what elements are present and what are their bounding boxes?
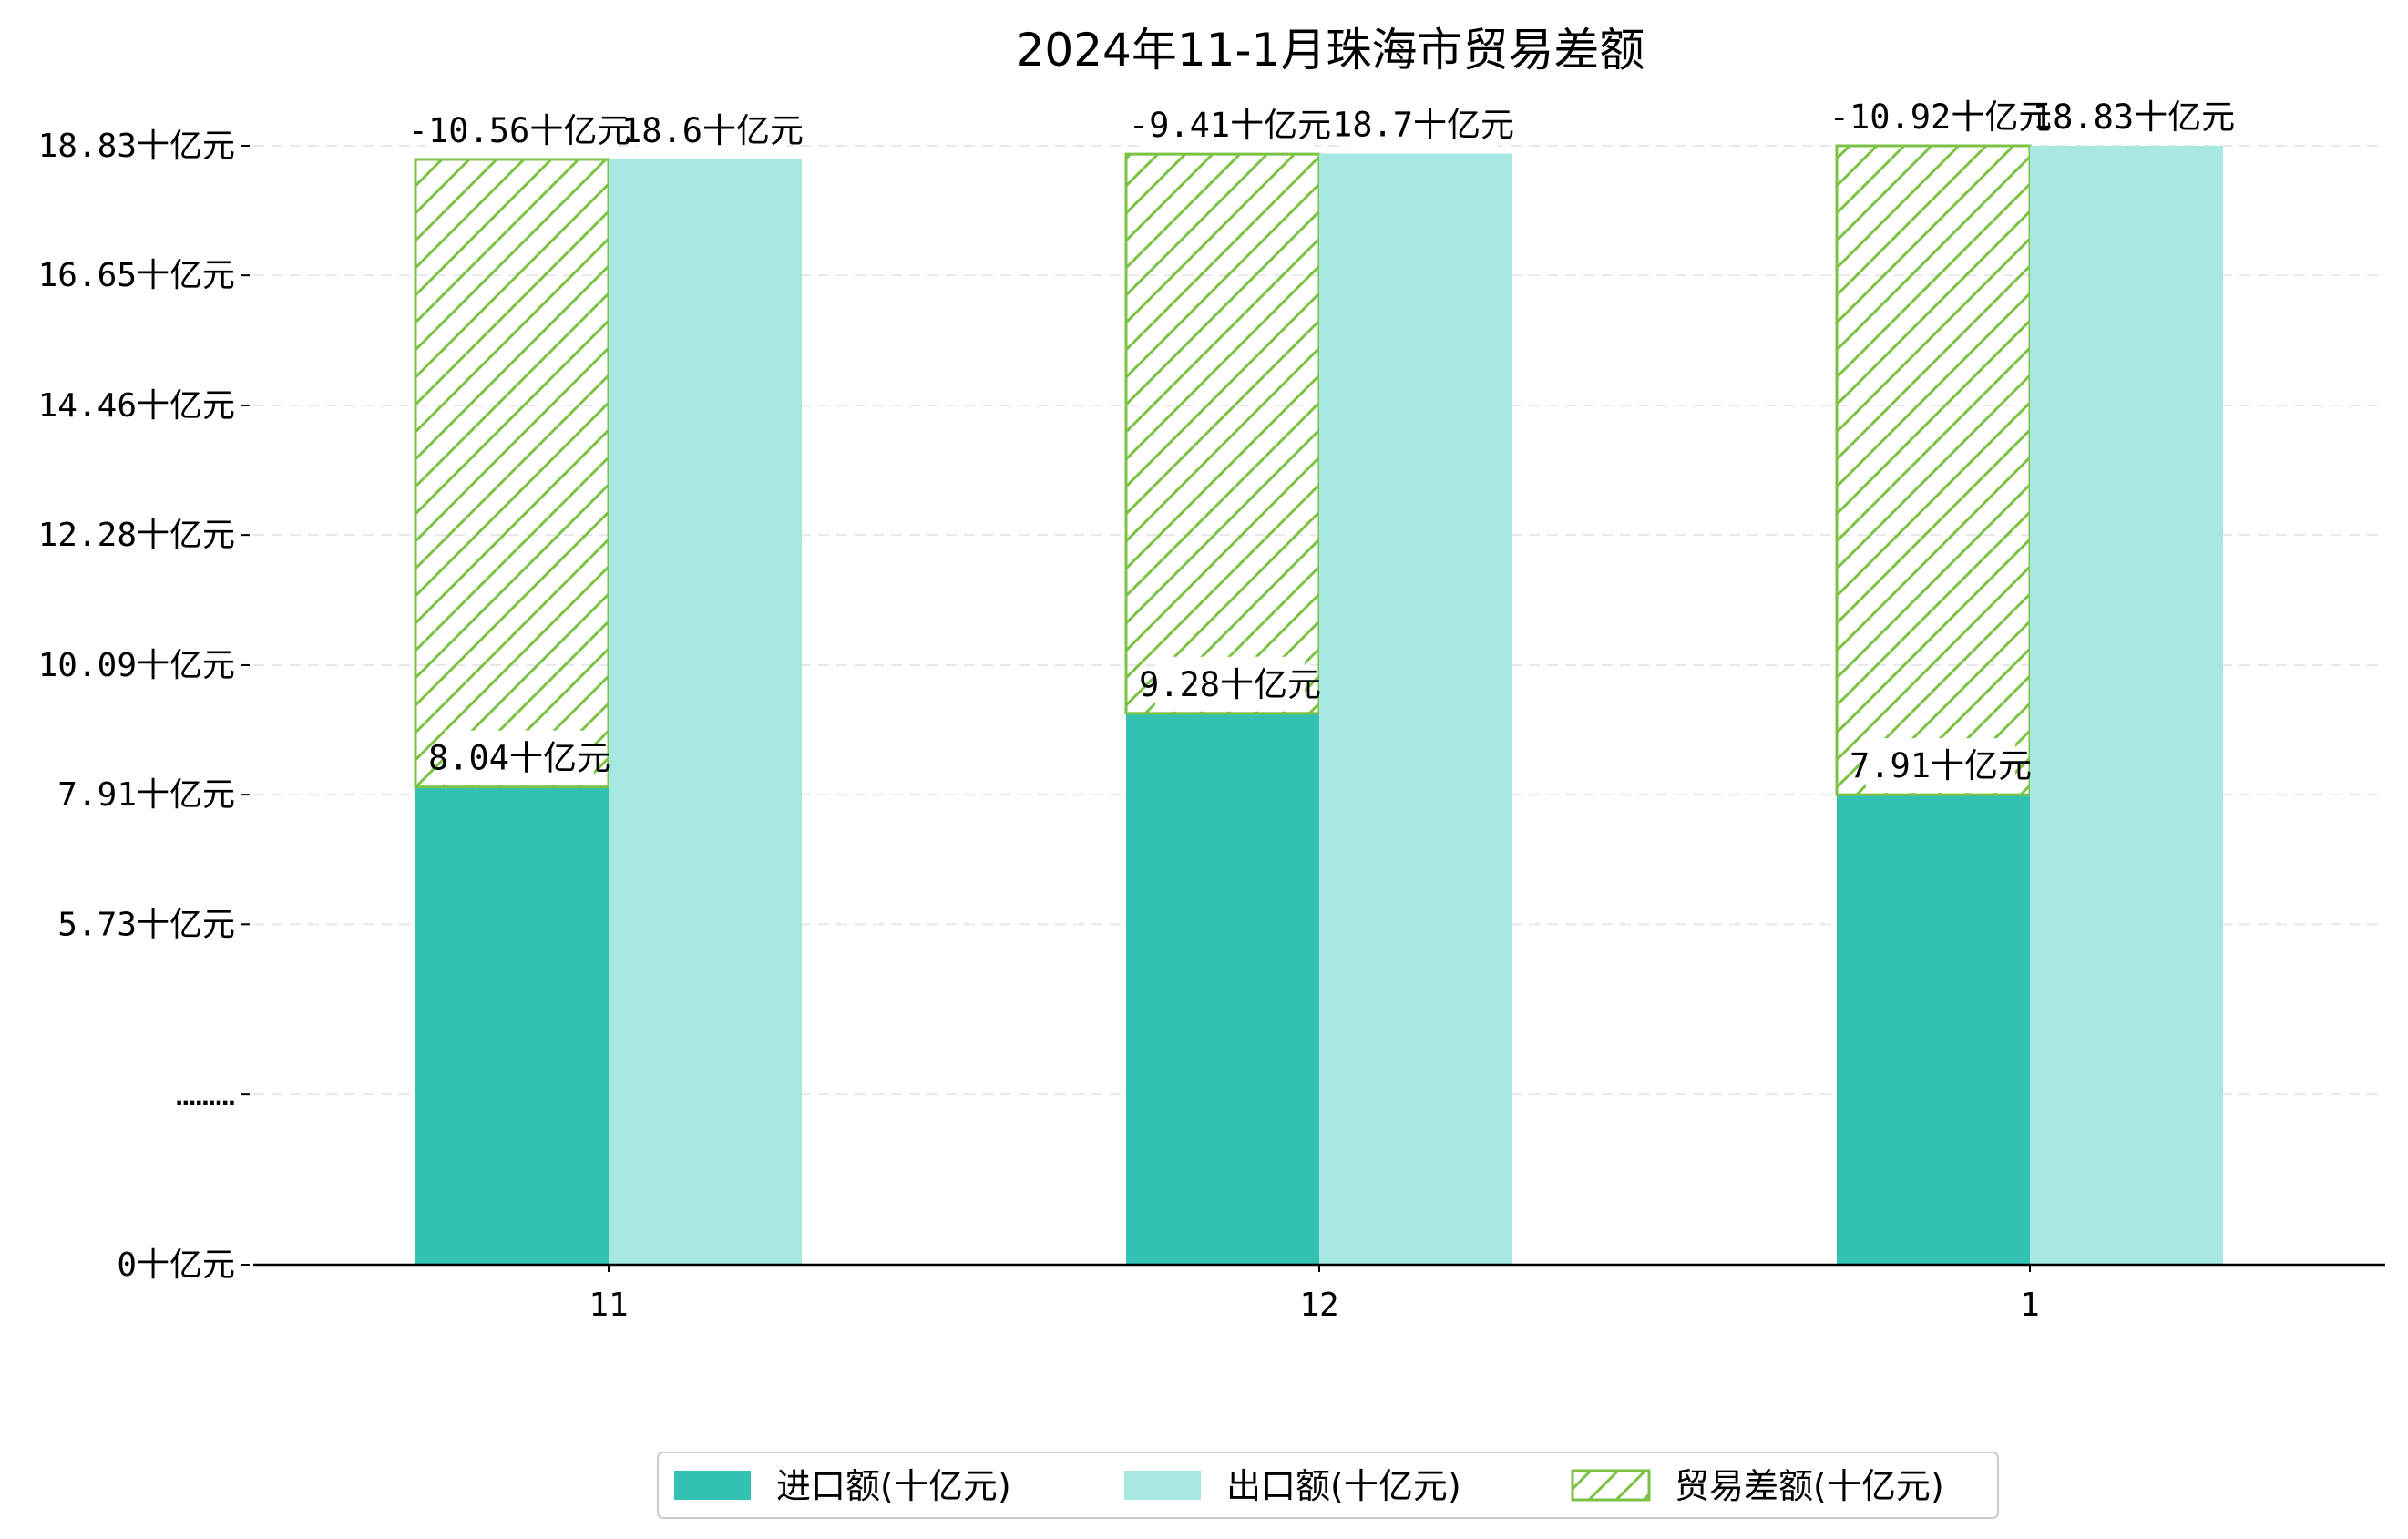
data-label-export-text: 18.7十亿元 <box>1332 105 1514 144</box>
data-label-import: 7.91十亿元 <box>1850 738 2032 794</box>
data-label-export-text: 18.83十亿元 <box>2033 97 2235 137</box>
x-tick-label: 12 <box>1299 1287 1338 1324</box>
data-label-import: 9.28十亿元 <box>1139 656 1321 712</box>
y-tick-label: 12.28十亿元 <box>38 517 235 554</box>
axes: 0十亿元 ……… 5.73十亿元 7.91十亿元 10.09十亿元 12.28十亿元 14.… <box>38 128 2385 1324</box>
legend: 进口额(十亿元) 出口额(十亿元) 贸易差额(十亿元) <box>657 1452 1999 1519</box>
y-tick-label: 10.09十亿元 <box>38 647 235 684</box>
data-label-trade-balance: -10.56十亿元 <box>408 102 631 158</box>
data-label-trade-balance: -9.41十亿元 <box>1129 97 1331 153</box>
y-tick-label: 7.91十亿元 <box>57 776 235 814</box>
data-label-export-text: 18.6十亿元 <box>621 111 804 150</box>
legend-label: 出口额(十亿元) <box>1226 1466 1461 1506</box>
legend-label: 进口额(十亿元) <box>776 1466 1011 1506</box>
data-label-import: 8.04十亿元 <box>428 730 610 785</box>
bar-import <box>1126 713 1319 1265</box>
y-axis-break-label: ……… <box>176 1076 235 1113</box>
bar-trade-balance <box>1835 144 2032 796</box>
legend-item: 贸易差额(十亿元) <box>1571 1466 1944 1506</box>
legend-swatch <box>674 1471 751 1500</box>
bar-export <box>1319 153 1512 1265</box>
legend-item: 进口额(十亿元) <box>674 1466 1011 1506</box>
data-label-trade-balance-bg <box>1848 89 2034 144</box>
y-tick-label: 5.73十亿元 <box>57 906 235 943</box>
legend-swatch <box>1571 1469 1651 1502</box>
data-label-import-bg <box>445 730 594 785</box>
data-label-export-bg <box>1348 97 1498 152</box>
chart-title: 2024年11-1月珠海市贸易差额 <box>1016 24 1645 77</box>
legend-label: 贸易差额(十亿元) <box>1675 1466 1944 1506</box>
x-tick-label: 11 <box>589 1287 628 1324</box>
bar-import <box>415 786 609 1265</box>
y-tick-label: 0十亿元 <box>117 1247 235 1284</box>
bar-export <box>609 159 802 1265</box>
data-label-export: 18.6十亿元 <box>621 102 804 158</box>
y-tick-label: 14.46十亿元 <box>38 387 235 425</box>
bar-import <box>1837 795 2030 1265</box>
data-label-export-bg <box>638 102 787 158</box>
bar-trade-balance <box>1124 152 1321 715</box>
bars <box>414 144 2223 1265</box>
data-label-import-text: 8.04十亿元 <box>428 739 610 778</box>
data-label-export: 18.83十亿元 <box>2033 89 2235 144</box>
data-label-import-bg <box>1866 738 2015 794</box>
data-label-export: 18.7十亿元 <box>1332 97 1514 152</box>
bar-export <box>2030 146 2223 1265</box>
data-label-trade-balance-text: -9.41十亿元 <box>1129 106 1331 145</box>
x-tick-label: 1 <box>2020 1287 2040 1324</box>
bar-trade-balance <box>414 158 610 789</box>
data-label-trade-balance-text: -10.56十亿元 <box>408 111 631 150</box>
legend-swatch <box>1124 1471 1201 1500</box>
legend-item: 出口额(十亿元) <box>1124 1466 1461 1506</box>
data-label-trade-balance-bg <box>1146 97 1314 153</box>
data-label-import-text: 7.91十亿元 <box>1850 746 2032 785</box>
y-tick-label: 18.83十亿元 <box>38 128 235 165</box>
data-label-import-bg <box>1155 656 1305 712</box>
data-label-trade-balance: -10.92十亿元 <box>1829 89 2053 144</box>
data-label-trade-balance-text: -10.92十亿元 <box>1829 97 2053 137</box>
data-label-import-text: 9.28十亿元 <box>1139 665 1321 704</box>
legend-box <box>657 1452 1999 1519</box>
y-tick-label: 16.65十亿元 <box>38 257 235 294</box>
data-label-trade-balance-bg <box>426 102 612 158</box>
data-label-export-bg <box>2050 89 2218 144</box>
